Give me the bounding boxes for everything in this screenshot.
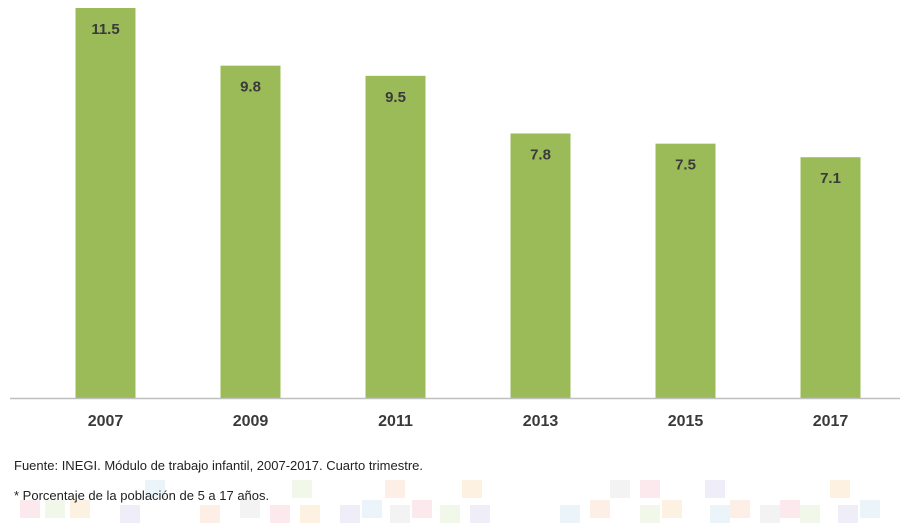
decorative-square — [610, 480, 630, 498]
decorative-square — [470, 505, 490, 523]
x-axis-ticks: 2007 2009 2011 2013 2015 2017 — [88, 413, 849, 430]
decorative-square — [838, 505, 858, 523]
data-label-2011: 9.5 — [385, 89, 406, 106]
decorative-square — [860, 500, 880, 518]
source-note: Fuente: INEGI. Módulo de trabajo infanti… — [14, 458, 423, 473]
data-label-2017: 7.1 — [820, 170, 841, 187]
decorative-square — [145, 480, 165, 498]
decorative-square — [390, 505, 410, 523]
decorative-square — [780, 500, 800, 518]
bar-2015 — [655, 143, 716, 398]
data-label-2009: 9.8 — [240, 79, 261, 96]
decorative-square — [590, 500, 610, 518]
decorative-square — [560, 505, 580, 523]
decorative-square — [830, 480, 850, 498]
decorative-square — [412, 500, 432, 518]
bar-2009 — [220, 65, 281, 399]
tick-label-2007: 2007 — [88, 413, 124, 430]
decorative-square — [270, 505, 290, 523]
decorative-square — [440, 505, 460, 523]
tick-label-2013: 2013 — [523, 413, 559, 430]
decorative-square — [20, 500, 40, 518]
decorative-square — [45, 500, 65, 518]
decorative-square — [710, 505, 730, 523]
tick-label-2017: 2017 — [813, 413, 849, 430]
decorative-square — [462, 480, 482, 498]
decorative-square — [120, 505, 140, 523]
decorative-square — [800, 505, 820, 523]
decorative-square — [362, 500, 382, 518]
decorative-square — [385, 480, 405, 498]
decorative-squares — [20, 480, 880, 523]
decorative-square — [300, 505, 320, 523]
decorative-square — [200, 505, 220, 523]
data-label-2015: 7.5 — [675, 157, 696, 174]
bars: 11.5 9.8 9.5 7.8 7.5 7.1 — [75, 8, 861, 399]
bar-2017 — [800, 157, 861, 398]
bar-2007 — [75, 8, 136, 398]
decorative-square — [760, 505, 780, 523]
decorative-square — [340, 505, 360, 523]
decorative-square — [662, 500, 682, 518]
data-label-2013: 7.8 — [530, 146, 551, 163]
decorative-square — [292, 480, 312, 498]
decorative-square — [730, 500, 750, 518]
decorative-square — [640, 480, 660, 498]
data-label-2007: 11.5 — [91, 21, 119, 38]
bar-2013 — [510, 133, 571, 398]
footnote: * Porcentaje de la población de 5 a 17 a… — [14, 488, 270, 503]
bar-2011 — [365, 75, 426, 399]
tick-label-2011: 2011 — [378, 413, 413, 430]
tick-label-2009: 2009 — [233, 413, 269, 430]
decorative-square — [70, 500, 90, 518]
tick-label-2015: 2015 — [668, 413, 704, 430]
decorative-square — [705, 480, 725, 498]
decorative-square — [640, 505, 660, 523]
decorative-square — [240, 500, 260, 518]
